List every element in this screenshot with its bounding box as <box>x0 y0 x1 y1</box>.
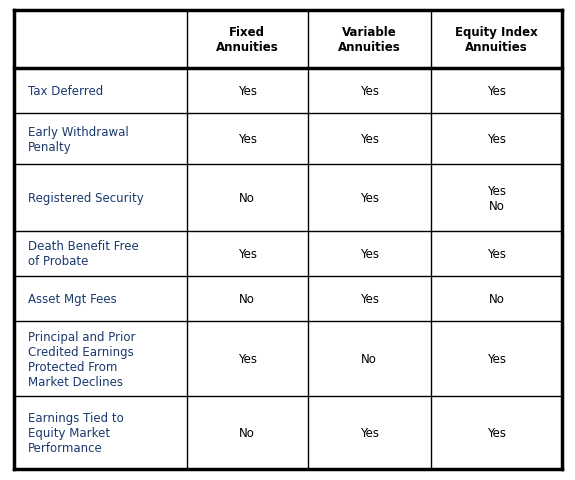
Text: Yes: Yes <box>487 247 506 260</box>
Text: Yes: Yes <box>487 352 506 365</box>
Text: Yes: Yes <box>238 133 257 146</box>
Text: No: No <box>361 352 377 365</box>
Text: Death Benefit Free
of Probate: Death Benefit Free of Probate <box>28 240 139 268</box>
Text: Yes: Yes <box>238 352 257 365</box>
Text: No: No <box>239 427 255 440</box>
Text: Yes: Yes <box>238 247 257 260</box>
Text: Yes: Yes <box>238 85 257 98</box>
Text: No: No <box>489 292 504 305</box>
Text: Yes: Yes <box>487 427 506 440</box>
Text: Fixed
Annuities: Fixed Annuities <box>216 26 279 54</box>
Text: Yes: Yes <box>487 85 506 98</box>
Text: Yes
No: Yes No <box>487 184 506 212</box>
Text: Yes: Yes <box>360 247 379 260</box>
Text: Early Withdrawal
Penalty: Early Withdrawal Penalty <box>28 126 129 154</box>
Text: Yes: Yes <box>360 133 379 146</box>
Text: Yes: Yes <box>360 292 379 305</box>
Text: Equity Index
Annuities: Equity Index Annuities <box>455 26 538 54</box>
Text: Asset Mgt Fees: Asset Mgt Fees <box>28 292 117 305</box>
Text: Tax Deferred: Tax Deferred <box>28 85 104 98</box>
Text: No: No <box>239 192 255 204</box>
Text: No: No <box>239 292 255 305</box>
Text: Yes: Yes <box>360 427 379 440</box>
Text: Variable
Annuities: Variable Annuities <box>338 26 401 54</box>
Text: Registered Security: Registered Security <box>28 192 144 204</box>
Text: Yes: Yes <box>360 192 379 204</box>
Text: Yes: Yes <box>487 133 506 146</box>
Text: Yes: Yes <box>360 85 379 98</box>
Text: Principal and Prior
Credited Earnings
Protected From
Market Declines: Principal and Prior Credited Earnings Pr… <box>28 330 136 388</box>
Text: Earnings Tied to
Equity Market
Performance: Earnings Tied to Equity Market Performan… <box>28 411 124 455</box>
